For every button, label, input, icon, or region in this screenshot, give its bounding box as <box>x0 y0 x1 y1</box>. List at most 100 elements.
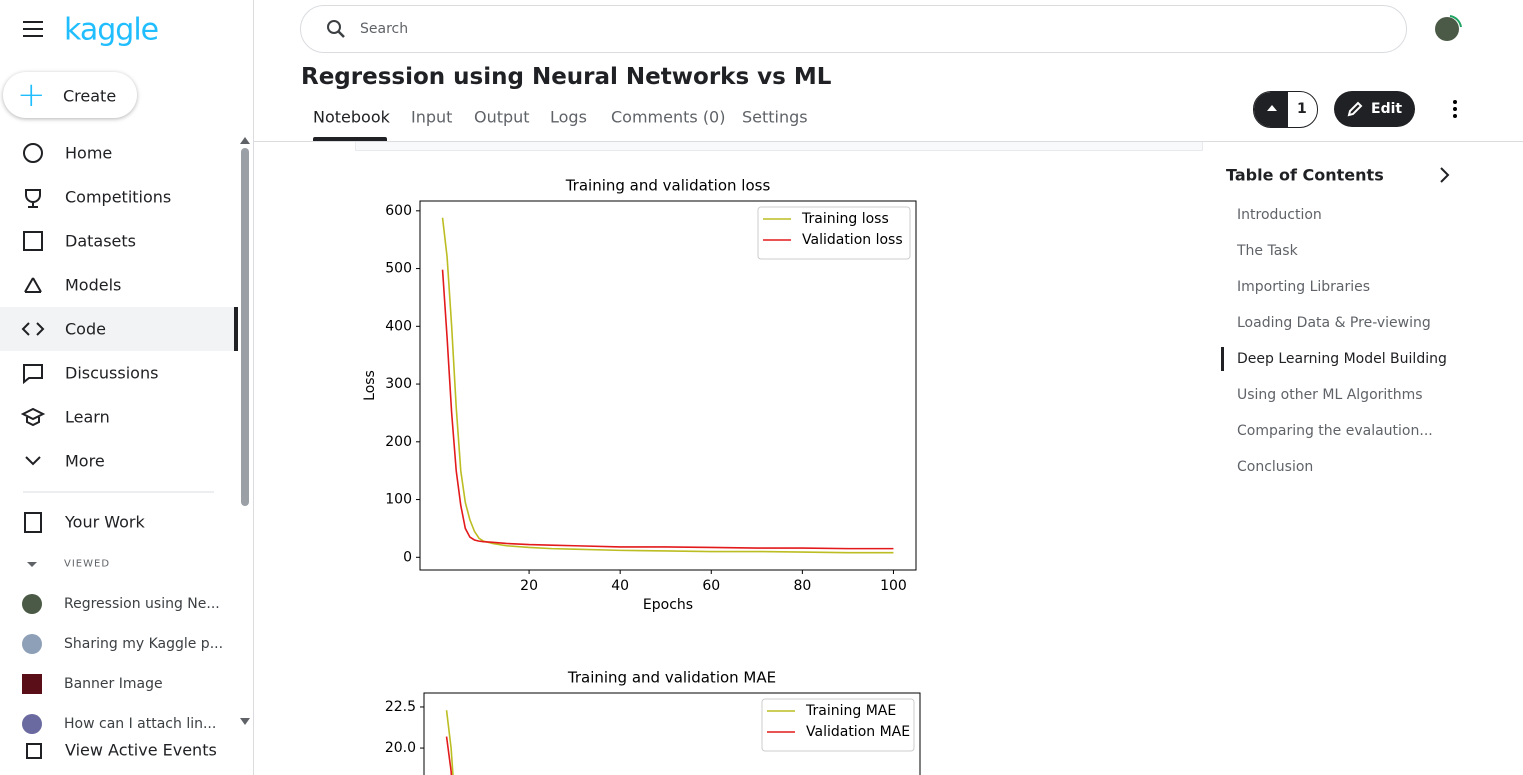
tab[interactable]: Notebook <box>313 107 390 127</box>
toc-item[interactable]: Deep Learning Model Building <box>1237 351 1447 367</box>
sidebar-icons <box>20 21 250 759</box>
cell-edge <box>355 142 1203 151</box>
discussions-icon <box>23 364 43 385</box>
upvote-arrow <box>1267 105 1277 111</box>
plot-frame <box>423 692 921 775</box>
y-tick-label: 600 <box>385 203 412 219</box>
x-tick-label: 20 <box>520 578 538 594</box>
y-tick-label: 300 <box>385 376 412 392</box>
active-nav-bar <box>234 307 238 351</box>
create-plus: + <box>17 75 46 115</box>
tab[interactable]: Logs <box>550 107 587 127</box>
y-tick-label: 22.5 <box>385 699 416 715</box>
y-tick-label: 500 <box>385 261 412 277</box>
series-line <box>441 269 894 550</box>
models-icon <box>24 277 42 293</box>
nav-item[interactable]: Code <box>65 319 106 339</box>
toc-item[interactable]: Introduction <box>1237 207 1322 223</box>
series-line <box>441 217 894 554</box>
nav-item[interactable]: View Active Events <box>65 740 217 760</box>
viewed-thumb <box>22 674 42 694</box>
viewed-item[interactable]: Banner Image <box>64 676 163 692</box>
home-icon <box>23 143 43 163</box>
legend-label: Training loss <box>801 211 889 227</box>
y-tick-label: 0 <box>403 549 412 565</box>
nav-item[interactable]: Competitions <box>65 187 172 207</box>
more-icon <box>25 456 41 466</box>
events-icon <box>26 743 42 759</box>
search-icon <box>327 20 345 38</box>
x-tick-label: 80 <box>793 578 811 594</box>
y-tick-label: 400 <box>385 318 412 334</box>
your-work-icon <box>24 512 42 533</box>
edit-button[interactable] <box>1334 91 1415 127</box>
toc-collapse[interactable] <box>1438 166 1452 184</box>
section-label: VIEWED <box>64 558 111 570</box>
x-axis-label: Epochs <box>643 597 693 613</box>
logo[interactable]: kaggle <box>64 12 159 48</box>
y-tick-label: 20.0 <box>385 740 416 756</box>
nav-item[interactable]: Learn <box>65 407 110 427</box>
x-tick-label: 60 <box>702 578 720 594</box>
create-label[interactable]: Create <box>63 86 117 106</box>
nav-item[interactable]: Home <box>65 143 113 163</box>
viewed-thumb <box>22 714 42 734</box>
avatar[interactable] <box>1432 13 1464 45</box>
nav-item[interactable]: Discussions <box>65 363 159 383</box>
x-tick-label: 40 <box>611 578 629 594</box>
edit-icon <box>1347 101 1363 117</box>
header-divider <box>254 141 1523 142</box>
edit-label[interactable]: Edit <box>1371 101 1403 117</box>
create-button[interactable] <box>3 72 137 118</box>
legend-label: Validation MAE <box>806 724 910 740</box>
search-placeholder: Search <box>360 21 409 37</box>
trophy-icon <box>25 189 41 208</box>
chart-title: Training and validation MAE <box>567 669 776 687</box>
nav-item[interactable]: Your Work <box>65 512 145 532</box>
tab[interactable]: Settings <box>742 107 808 127</box>
toc-item[interactable]: Comparing the evalaution... <box>1237 423 1433 439</box>
toc-item[interactable]: Conclusion <box>1237 459 1314 475</box>
sidebar <box>0 0 254 775</box>
plot-frame <box>419 200 917 571</box>
nav-item[interactable]: Datasets <box>65 231 136 251</box>
toc-item[interactable]: Importing Libraries <box>1237 279 1371 295</box>
search-box[interactable] <box>300 5 1407 53</box>
tab[interactable]: Input <box>411 107 453 127</box>
viewed-thumb <box>22 634 42 654</box>
tab[interactable]: Output <box>474 107 530 127</box>
y-tick-label: 200 <box>385 434 412 450</box>
upvote-count: 1 <box>1297 101 1307 117</box>
menu-icon[interactable] <box>23 21 43 37</box>
tab[interactable]: Comments (0) <box>611 107 726 127</box>
notebook-title: Regression using Neural Networks vs ML <box>301 64 832 90</box>
viewed-item[interactable]: Regression using Ne... <box>64 596 220 612</box>
code-icon <box>21 322 45 336</box>
viewed-thumb <box>22 594 42 614</box>
learn-icon <box>20 407 46 427</box>
chart-title: Training and validation loss <box>565 177 771 195</box>
toc-title: Table of Contents <box>1226 165 1384 185</box>
sidebar-scrollbar <box>241 148 249 506</box>
y-tick-label: 100 <box>385 492 412 508</box>
x-tick-label: 100 <box>880 578 907 594</box>
toc-item[interactable]: Loading Data & Pre-viewing <box>1237 315 1431 331</box>
viewed-item[interactable]: How can I attach lin... <box>64 716 217 732</box>
legend-box <box>757 206 911 260</box>
legend-label: Training MAE <box>805 703 896 719</box>
active-nav-bg <box>0 307 238 351</box>
datasets-icon <box>23 231 43 251</box>
nav-item[interactable]: More <box>65 451 105 471</box>
toc-item[interactable]: The Task <box>1237 243 1298 259</box>
nav-item[interactable]: Models <box>65 275 122 295</box>
kebab-menu[interactable] <box>1450 99 1460 119</box>
y-axis-label: Loss <box>362 370 378 401</box>
legend-box <box>761 698 915 752</box>
toc-item[interactable]: Using other ML Algorithms <box>1237 387 1423 403</box>
collapse-icon[interactable] <box>27 562 37 567</box>
tab-underline <box>313 137 387 141</box>
viewed-item[interactable]: Sharing my Kaggle p... <box>64 636 224 652</box>
legend-label: Validation loss <box>802 232 903 248</box>
